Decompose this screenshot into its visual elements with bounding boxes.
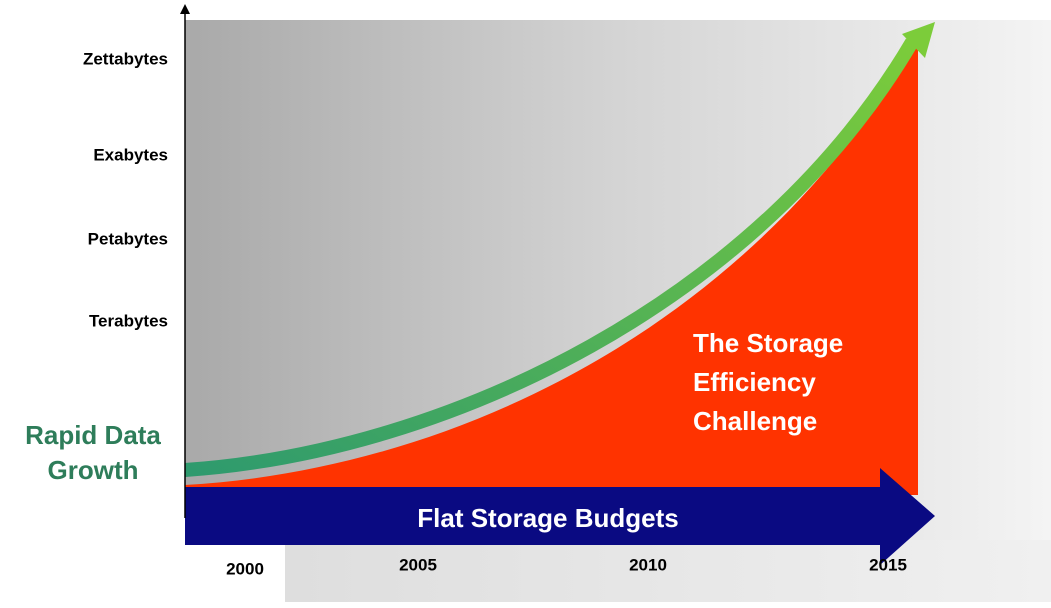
page: Zettabytes Exabytes Petabytes Terabytes … [0, 0, 1051, 603]
growth-label: Growth [48, 455, 139, 485]
year-band [205, 540, 1051, 602]
y-axis-arrowhead [180, 4, 190, 14]
area-label: Efficiency [693, 367, 816, 397]
y-label: Terabytes [89, 311, 168, 330]
x-label: 2000 [226, 559, 264, 578]
area-label: The Storage [693, 328, 843, 358]
y-label: Exabytes [93, 145, 168, 164]
x-label: 2010 [629, 555, 667, 574]
growth-label: Rapid Data [25, 420, 161, 450]
area-label: Challenge [693, 406, 817, 436]
diagram: Zettabytes Exabytes Petabytes Terabytes … [0, 0, 1051, 603]
budget-label: Flat Storage Budgets [417, 503, 678, 533]
y-label: Zettabytes [83, 49, 168, 68]
x-label: 2005 [399, 555, 437, 574]
y-label: Petabytes [88, 229, 168, 248]
x-label: 2015 [869, 555, 907, 574]
